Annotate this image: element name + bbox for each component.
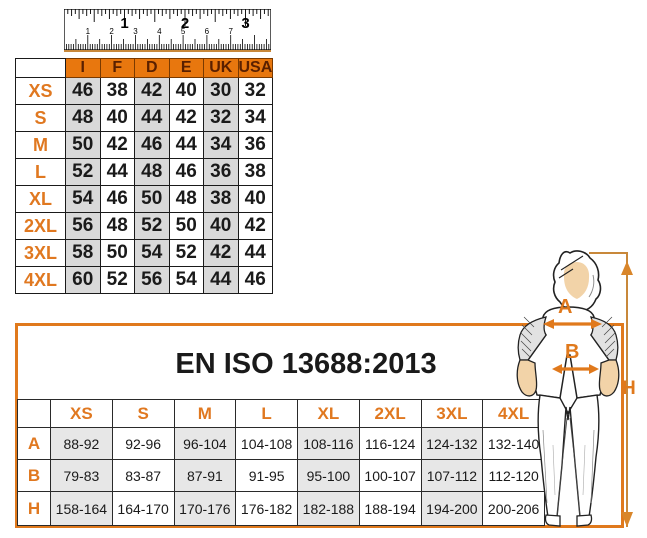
svg-text:7: 7 xyxy=(228,27,233,36)
svg-text:2: 2 xyxy=(109,27,114,36)
svg-text:5: 5 xyxy=(181,27,186,36)
svg-text:3: 3 xyxy=(241,15,249,32)
svg-text:1: 1 xyxy=(120,15,128,32)
svg-text:4: 4 xyxy=(157,27,162,36)
svg-text:3: 3 xyxy=(133,27,138,36)
svg-text:1: 1 xyxy=(86,27,91,36)
svg-text:6: 6 xyxy=(205,27,210,36)
